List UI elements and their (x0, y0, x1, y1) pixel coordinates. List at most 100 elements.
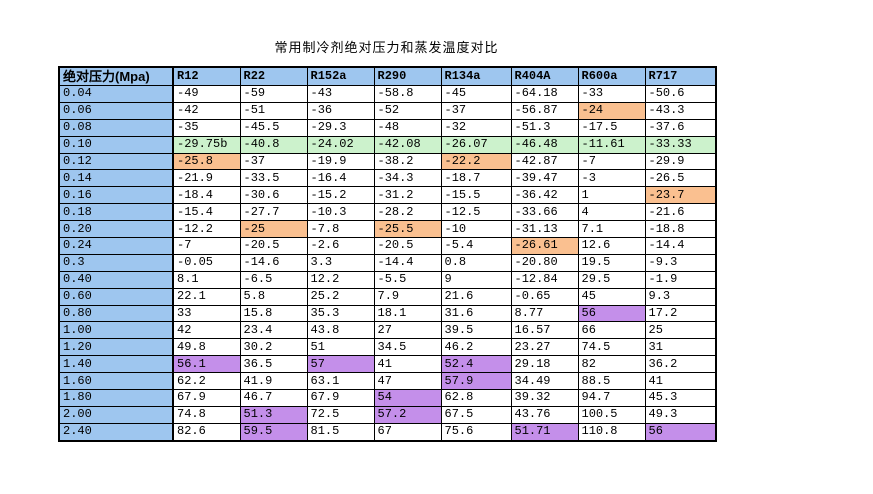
value-cell: -14.4 (373, 253, 442, 272)
value-cell: -18.8 (644, 220, 717, 239)
page-title: 常用制冷剂绝对压力和蒸发温度对比 (274, 40, 499, 55)
value-cell: -12.2 (172, 220, 241, 239)
value-cell: -20.5 (239, 237, 308, 255)
value-cell: 82 (577, 355, 646, 374)
value-cell: 72.5 (306, 405, 375, 424)
value-cell: 3.3 (306, 253, 375, 272)
pressure-cell: 0.16 (58, 186, 174, 205)
table-row: 0.24 -7 -20.5 -2.6 -20.5 -5.4 -26.61 12.6 -14.4 (58, 237, 717, 255)
pressure-cell: 0.12 (58, 152, 174, 171)
value-cell: -43 (306, 85, 375, 103)
table-row: 0.3 -0.05 -14.6 3.3 -14.4 0.8 -20.80 19.5 -9.3 (58, 253, 717, 272)
value-cell: -52 (373, 101, 442, 120)
refrigerant-column-header: R22 (239, 66, 308, 86)
value-cell: 25.2 (306, 287, 375, 306)
value-cell: -42 (172, 101, 241, 120)
value-cell: 9 (440, 270, 512, 289)
value-cell: -6.5 (239, 270, 308, 289)
value-cell: -64.18 (510, 85, 579, 103)
value-cell: -14.6 (239, 253, 308, 272)
value-cell: 46.2 (440, 338, 512, 357)
value-cell: 21.6 (440, 287, 512, 306)
value-cell: 67.5 (440, 405, 512, 424)
value-cell: -18.4 (172, 186, 241, 205)
value-cell: 41 (644, 372, 717, 391)
value-cell: -9.3 (644, 253, 717, 272)
table-row: 0.08 -35 -45.5 -29.3 -48 -32 -51.3 -17.5 -37.6 (58, 118, 717, 137)
value-cell: 67.9 (306, 389, 375, 407)
value-cell: 94.7 (577, 389, 646, 407)
value-cell: 25 (644, 321, 717, 340)
value-cell: 49.8 (172, 338, 241, 357)
value-cell: 29.5 (577, 270, 646, 289)
value-cell: 66 (577, 321, 646, 340)
value-cell: 74.8 (172, 405, 241, 424)
value-cell: 29.18 (510, 355, 579, 374)
value-cell: -35 (172, 118, 241, 137)
value-cell: -17.5 (577, 118, 646, 137)
value-cell: 0.8 (440, 253, 512, 272)
value-cell: 49.3 (644, 405, 717, 424)
pressure-cell: 1.00 (58, 321, 174, 340)
value-cell: 57.9 (440, 372, 512, 391)
table-row: 1.80 67.9 46.7 67.9 54 62.8 39.32 94.7 45.3 (58, 389, 717, 407)
value-cell: -48 (373, 118, 442, 137)
value-cell: -29.9 (644, 152, 717, 171)
value-cell: -40.8 (239, 135, 308, 154)
value-cell: -27.7 (239, 203, 308, 222)
value-cell: -5.4 (440, 237, 512, 255)
value-cell: -26.5 (644, 169, 717, 188)
value-cell: 41.9 (239, 372, 308, 391)
pressure-cell: 0.3 (58, 253, 174, 272)
value-cell: -39.47 (510, 169, 579, 188)
value-cell: 46.7 (239, 389, 308, 407)
value-cell: -31.13 (510, 220, 579, 239)
table-row: 2.40 82.6 59.5 81.5 67 75.6 51.71 110.8 56 (58, 422, 717, 442)
value-cell: 8.1 (172, 270, 241, 289)
value-cell: -10 (440, 220, 512, 239)
value-cell: 43.76 (510, 405, 579, 424)
header-row: 绝对压力(Mpa) R12 R22 R152a R290 R134a R404A R600a R… (58, 66, 717, 86)
pressure-cell: 1.60 (58, 372, 174, 391)
value-cell: 82.6 (172, 422, 241, 442)
value-cell: -33.66 (510, 203, 579, 222)
value-cell: 51.71 (510, 422, 579, 442)
table-row: 0.04 -49 -59 -43 -58.8 -45 -64.18 -33 -50.6 (58, 85, 717, 103)
pressure-cell: 0.04 (58, 85, 174, 103)
value-cell: -30.6 (239, 186, 308, 205)
value-cell: -42.87 (510, 152, 579, 171)
value-cell: 39.5 (440, 321, 512, 340)
pressure-cell: 0.60 (58, 287, 174, 306)
value-cell: 9.3 (644, 287, 717, 306)
value-cell: 23.4 (239, 321, 308, 340)
value-cell: 42 (172, 321, 241, 340)
value-cell: 15.8 (239, 304, 308, 323)
value-cell: 75.6 (440, 422, 512, 442)
value-cell: -23.7 (644, 186, 717, 205)
value-cell: -42.08 (373, 135, 442, 154)
value-cell: 7.9 (373, 287, 442, 306)
value-cell: -16.4 (306, 169, 375, 188)
value-cell: -26.07 (440, 135, 512, 154)
table-row: 0.60 22.1 5.8 25.2 7.9 21.6 -0.65 45 9.3 (58, 287, 717, 306)
pressure-cell: 0.80 (58, 304, 174, 323)
table-body: 0.04 -49 -59 -43 -58.8 -45 -64.18 -33 -50.6 0.06-… (58, 85, 717, 442)
value-cell: 33 (172, 304, 241, 323)
value-cell: -21.6 (644, 203, 717, 222)
table-row: 1.40 56.1 36.5 57 41 52.4 29.18 82 36.2 (58, 355, 717, 374)
value-cell: -37.6 (644, 118, 717, 137)
pressure-cell: 2.40 (58, 422, 174, 442)
value-cell: -7 (172, 237, 241, 255)
value-cell: 31 (644, 338, 717, 357)
value-cell: 51 (306, 338, 375, 357)
value-cell: 16.57 (510, 321, 579, 340)
value-cell: 100.5 (577, 405, 646, 424)
value-cell: -28.2 (373, 203, 442, 222)
value-cell: -45 (440, 85, 512, 103)
value-cell: 23.27 (510, 338, 579, 357)
value-cell: 1 (577, 186, 646, 205)
value-cell: -32 (440, 118, 512, 137)
pressure-cell: 0.10 (58, 135, 174, 154)
pressure-cell: 0.20 (58, 220, 174, 239)
